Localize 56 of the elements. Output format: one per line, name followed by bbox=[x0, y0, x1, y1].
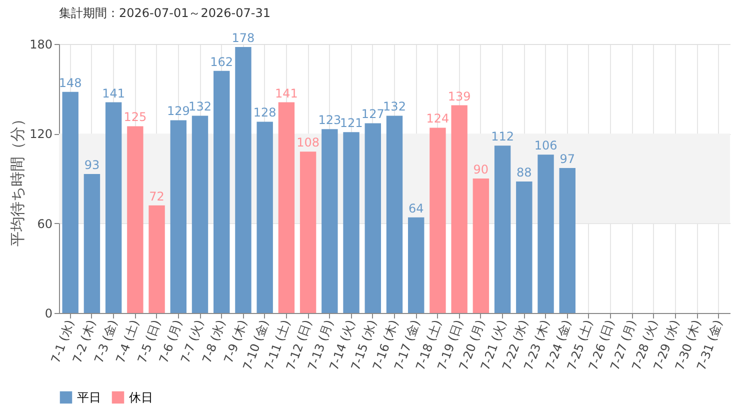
bar bbox=[451, 105, 468, 313]
data-label: 132 bbox=[383, 100, 406, 114]
legend-label: 休日 bbox=[129, 390, 153, 404]
data-label: 148 bbox=[58, 76, 82, 90]
bar bbox=[235, 46, 252, 313]
bar bbox=[62, 92, 78, 313]
y-tick-label: 180 bbox=[30, 38, 52, 52]
bar bbox=[84, 174, 100, 313]
data-label: 162 bbox=[210, 54, 234, 69]
data-label: 64 bbox=[408, 201, 424, 216]
y-axis-title: 平均待ち時間（分） bbox=[8, 112, 27, 246]
y-tick-label: 0 bbox=[44, 306, 52, 320]
data-label: 121 bbox=[340, 116, 363, 130]
bar bbox=[559, 168, 576, 313]
data-label: 112 bbox=[491, 130, 514, 144]
data-label: 88 bbox=[516, 165, 532, 180]
data-label: 108 bbox=[296, 136, 320, 150]
bar bbox=[494, 146, 511, 313]
bar bbox=[322, 129, 338, 313]
data-label: 141 bbox=[102, 86, 126, 100]
data-label: 93 bbox=[84, 158, 100, 172]
data-label: 90 bbox=[473, 162, 489, 176]
bar bbox=[192, 116, 208, 313]
y-tick-label: 120 bbox=[30, 127, 52, 142]
bar bbox=[386, 116, 403, 313]
chart-title: 集計期間：2026-07-01～2026-07-31 bbox=[59, 6, 270, 20]
bar bbox=[256, 122, 273, 313]
legend-label: 平日 bbox=[77, 390, 101, 404]
bar bbox=[472, 178, 490, 313]
bar bbox=[538, 154, 554, 313]
data-label: 132 bbox=[188, 100, 212, 114]
data-label: 129 bbox=[166, 104, 190, 118]
bar bbox=[408, 217, 424, 313]
bar bbox=[170, 120, 186, 313]
data-label: 106 bbox=[534, 138, 558, 153]
data-label: 139 bbox=[448, 89, 471, 104]
data-label: 125 bbox=[124, 110, 147, 124]
bar bbox=[105, 102, 122, 313]
data-label: 123 bbox=[318, 113, 342, 128]
data-label: 124 bbox=[426, 112, 450, 126]
data-label: 72 bbox=[149, 189, 164, 204]
data-label: 141 bbox=[274, 86, 298, 100]
bar bbox=[343, 132, 360, 313]
data-label: 178 bbox=[232, 30, 255, 45]
data-label: 97 bbox=[560, 152, 576, 166]
bar bbox=[430, 128, 446, 313]
bar bbox=[278, 102, 295, 313]
data-label: 127 bbox=[361, 107, 384, 122]
bar bbox=[516, 181, 532, 313]
data-label: 128 bbox=[253, 106, 276, 120]
bar bbox=[214, 70, 230, 313]
bar bbox=[300, 152, 316, 313]
bar bbox=[364, 123, 381, 313]
y-tick-label: 60 bbox=[37, 216, 52, 231]
bar bbox=[127, 126, 144, 313]
bar bbox=[148, 205, 165, 313]
